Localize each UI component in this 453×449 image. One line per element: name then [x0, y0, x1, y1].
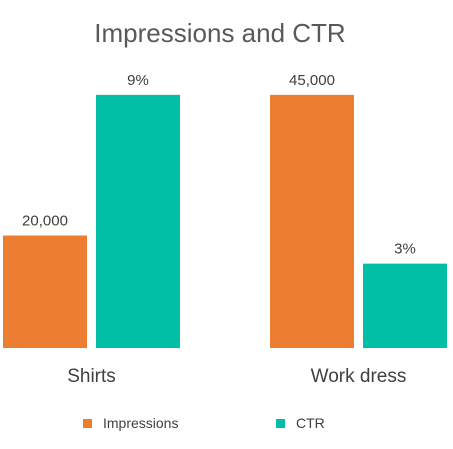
data-label-impressions-work-dress: 45,000 [289, 72, 335, 89]
legend: Impressions CTR [83, 415, 325, 431]
data-labels-layer: 20,000 9% 45,000 3% [22, 72, 416, 258]
category-label-shirts: Shirts [67, 366, 116, 387]
legend-swatch-impressions [83, 419, 92, 428]
data-label-impressions-shirts: 20,000 [22, 213, 68, 230]
legend-swatch-ctr [276, 419, 285, 428]
category-labels-layer: Shirts Work dress [67, 366, 406, 387]
bars-layer [3, 94, 447, 348]
category-label-work-dress: Work dress [311, 366, 407, 387]
bar-impressions-work-dress [270, 94, 354, 348]
chart-title: Impressions and CTR [94, 18, 345, 48]
bar-ctr-shirts [96, 94, 180, 348]
bar-impressions-shirts [3, 235, 87, 348]
legend-label-impressions: Impressions [103, 415, 178, 431]
bar-ctr-work-dress [363, 263, 447, 348]
data-label-ctr-work-dress: 3% [394, 241, 416, 258]
data-label-ctr-shirts: 9% [127, 72, 149, 89]
legend-label-ctr: CTR [296, 415, 325, 431]
